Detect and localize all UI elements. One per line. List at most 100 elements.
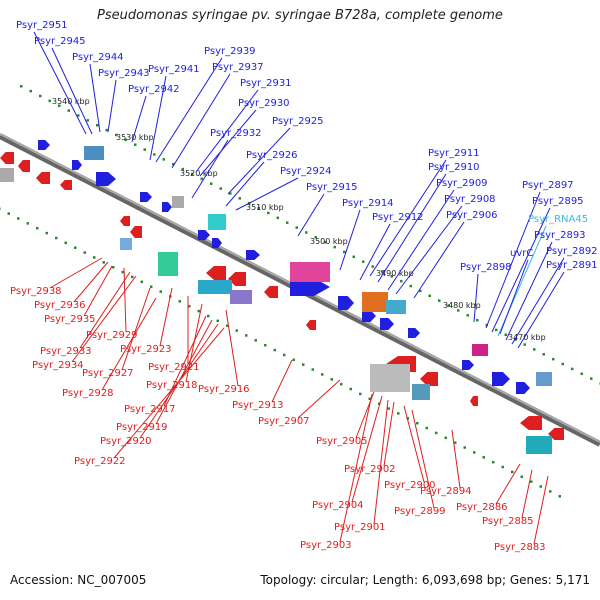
- upper-tick-track-dot: [523, 343, 526, 346]
- upper-leader-line: [155, 57, 223, 163]
- upper-leader-line: [369, 159, 447, 277]
- lower-tick-track-dot: [273, 348, 276, 352]
- lower-gene-label: Psyr_2894: [420, 486, 472, 497]
- upper-leader-line: [131, 95, 147, 143]
- ortholog-box: [0, 168, 14, 182]
- upper-gene-label: Psyr_2897: [522, 180, 574, 191]
- lower-tick-track-dot: [102, 261, 105, 264]
- ortholog-box: [536, 372, 552, 386]
- upper-tick-track-dot: [276, 216, 279, 220]
- lower-gene-label: Psyr_2938: [10, 286, 62, 297]
- upper-gene-label: Psyr_2909: [436, 178, 488, 189]
- minus-strand-gene: [470, 396, 478, 406]
- upper-gene-label: Psyr_RNA45: [528, 214, 588, 225]
- upper-tick-track-dot: [352, 255, 355, 259]
- ortholog-box: [198, 280, 232, 294]
- lower-tick-track-dot: [340, 382, 343, 386]
- upper-gene-label: Psyr_2906: [446, 210, 498, 221]
- minus-strand-gene: [520, 416, 542, 430]
- lower-leader-line: [71, 275, 137, 363]
- lower-gene-label: Psyr_2927: [82, 368, 134, 379]
- lower-tick-track-dot: [245, 334, 248, 337]
- upper-gene-label: Psyr_2945: [34, 36, 86, 47]
- upper-tick-track-dot: [77, 114, 80, 117]
- lower-leader-line: [339, 393, 373, 543]
- upper-tick-track-dot: [504, 333, 507, 337]
- minus-strand-gene: [18, 160, 30, 172]
- upper-tick-track-dot: [29, 89, 32, 93]
- ortholog-box: [208, 214, 226, 230]
- plus-strand-gene: [408, 328, 420, 338]
- upper-tick-track-dot: [580, 372, 583, 376]
- scale-label: 3490 kbp: [376, 269, 414, 278]
- upper-tick-track-dot: [447, 304, 450, 307]
- upper-gene-label: Psyr_2912: [372, 212, 424, 223]
- upper-tick-track-dot: [552, 357, 555, 361]
- upper-tick-track-dot: [267, 211, 270, 215]
- upper-leader-line: [517, 271, 565, 349]
- minus-strand-gene: [0, 152, 14, 164]
- lower-gene-label: Psyr_2899: [394, 506, 446, 517]
- lower-tick-track-dot: [539, 485, 542, 488]
- upper-tick-track-dot: [305, 231, 308, 234]
- lower-tick-track-dot: [188, 304, 191, 308]
- lower-leader-line: [49, 257, 103, 289]
- minus-strand-gene: [120, 216, 130, 226]
- upper-tick-track-dot: [191, 172, 194, 176]
- upper-tick-track-dot: [390, 275, 393, 278]
- lower-tick-track-dot: [444, 436, 447, 440]
- upper-tick-track-dot: [438, 299, 441, 302]
- lower-tick-track-dot: [549, 490, 552, 493]
- upper-tick-track-dot: [371, 265, 374, 268]
- lower-leader-line: [121, 287, 151, 371]
- upper-tick-track-dot: [476, 318, 479, 322]
- lower-gene-label: Psyr_2916: [198, 384, 250, 395]
- lower-tick-track-dot: [520, 475, 523, 479]
- upper-tick-track-dot: [381, 270, 384, 273]
- lower-gene-label: Psyr_2913: [232, 400, 284, 411]
- upper-tick-track-dot: [143, 148, 146, 151]
- upper-leader-line: [395, 205, 463, 295]
- lower-tick-track-dot: [150, 285, 153, 288]
- plus-strand-gene: [96, 172, 116, 186]
- lower-tick-track-dot: [131, 275, 134, 279]
- upper-tick-track-dot: [419, 289, 422, 293]
- lower-gene-label: Psyr_2883: [494, 542, 546, 553]
- lower-leader-line: [113, 327, 225, 459]
- lower-tick-track-dot: [0, 207, 1, 210]
- lower-tick-track-dot: [7, 212, 10, 215]
- upper-tick-track-dot: [428, 294, 431, 298]
- lower-tick-track-dot: [302, 363, 305, 366]
- lower-leader-line: [297, 379, 341, 419]
- ortholog-box: [84, 146, 104, 160]
- upper-gene-label: Psyr_2937: [212, 62, 264, 73]
- upper-leader-line: [387, 189, 455, 291]
- upper-tick-track-dot: [533, 348, 536, 351]
- lower-tick-track-dot: [121, 270, 124, 274]
- ortholog-box: [120, 238, 132, 250]
- lower-tick-track-dot: [558, 495, 561, 498]
- lower-leader-line: [83, 265, 113, 317]
- upper-tick-track-dot: [153, 153, 156, 156]
- upper-leader-line: [413, 221, 465, 299]
- lower-tick-track-dot: [435, 431, 438, 435]
- lower-tick-track-dot: [368, 397, 371, 401]
- ortholog-box: [362, 292, 388, 312]
- upper-gene-label: Psyr_2925: [272, 116, 324, 127]
- lower-tick-track-dot: [55, 236, 58, 240]
- upper-gene-label: Psyr_2941: [148, 64, 200, 75]
- lower-tick-track-dot: [378, 402, 381, 405]
- lower-tick-track-dot: [359, 392, 362, 396]
- upper-gene-label: Psyr_2951: [16, 20, 68, 31]
- upper-leader-line: [107, 79, 117, 133]
- upper-tick-track-dot: [58, 104, 61, 107]
- plus-strand-gene: [246, 250, 260, 260]
- lower-tick-track-dot: [482, 456, 485, 459]
- upper-tick-track-dot: [238, 197, 241, 200]
- upper-gene-label: Psyr_2944: [72, 52, 124, 63]
- lower-leader-line: [451, 429, 461, 489]
- upper-tick-track-dot: [181, 167, 184, 171]
- lower-leader-line: [351, 395, 383, 503]
- upper-tick-track-dot: [314, 236, 317, 239]
- topology-text: Topology: circular; Length: 6,093,698 bp…: [260, 573, 590, 587]
